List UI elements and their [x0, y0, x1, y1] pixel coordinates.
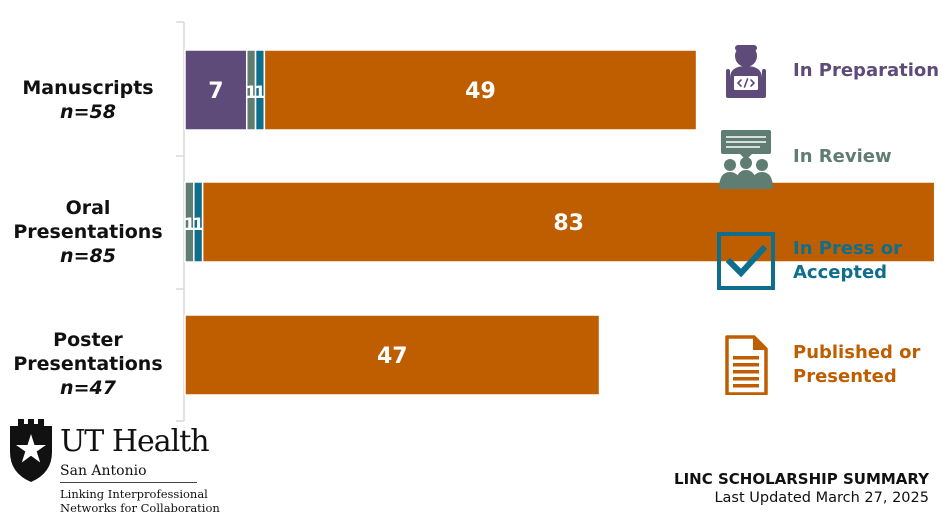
category-name-line: Presentations	[13, 221, 163, 243]
category-label-oral-presentations: Oral Presentations n=85	[0, 196, 176, 268]
data-label: 1	[183, 215, 195, 235]
category-name-line: Manuscripts	[22, 77, 154, 99]
logo-divider	[60, 482, 197, 483]
data-label: 83	[553, 211, 584, 236]
category-name-line: Presentations	[13, 353, 163, 375]
legend-label: Published or Presented	[793, 342, 921, 387]
category-label-manuscripts: Manuscripts n=58	[0, 76, 176, 124]
category-name-line: Poster	[53, 329, 123, 351]
data-label: 49	[465, 79, 496, 104]
logo-tagline: Linking Interprofessional Networks for C…	[60, 487, 220, 515]
data-label: 47	[377, 344, 408, 369]
logo-location: San Antonio	[60, 463, 147, 479]
data-label: 1	[245, 83, 257, 103]
shield-star-icon	[10, 419, 52, 482]
category-count: n=47	[60, 377, 116, 399]
data-label: 1	[254, 83, 266, 103]
logo-org-name: UT Health	[60, 424, 210, 459]
checkbox-icon	[717, 232, 775, 290]
legend-label: In Press or Accepted	[793, 238, 902, 283]
bar-segment-published-or-presented	[201, 181, 936, 263]
data-label: 1	[192, 215, 204, 235]
document-icon	[725, 335, 768, 395]
footer: LINC SCHOLARSHIP SUMMARY Last Updated Ma…	[674, 469, 929, 508]
presentation-group-icon	[719, 130, 773, 189]
category-label-poster-presentations: Poster Presentations n=47	[0, 328, 176, 400]
ut-health-logo: UT Health San Antonio Linking Interprofe…	[8, 416, 220, 520]
data-label: 7	[208, 79, 223, 104]
person-laptop-icon	[726, 45, 766, 98]
category-count: n=58	[60, 101, 116, 123]
legend-label: In Preparation	[793, 60, 940, 81]
legend-label: In Review	[793, 146, 892, 167]
category-name-line: Oral	[65, 197, 111, 219]
legend-item-in-press-or-accepted: In Press or Accepted	[716, 231, 942, 291]
summary-title: LINC SCHOLARSHIP SUMMARY	[674, 470, 929, 488]
category-count: n=85	[60, 245, 116, 267]
legend-item-published-or-presented: Published or Presented	[716, 335, 942, 395]
bar-segment-published-or-presented	[184, 314, 601, 396]
last-updated: Last Updated March 27, 2025	[714, 490, 929, 506]
bar-segment-in-preparation	[184, 49, 248, 131]
legend-item-in-preparation: In Preparation	[716, 42, 942, 102]
bar-segment-published-or-presented	[263, 49, 698, 131]
legend-item-in-review: In Review	[716, 129, 942, 189]
